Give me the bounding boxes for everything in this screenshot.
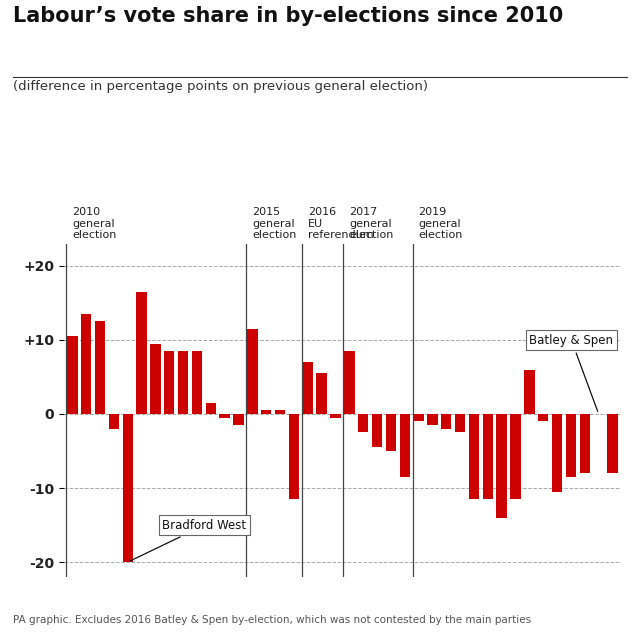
Bar: [344, 351, 355, 414]
Bar: [303, 362, 313, 414]
Bar: [441, 414, 451, 429]
Bar: [247, 329, 257, 414]
Text: PA graphic. Excludes 2016 Batley & Spen by-election, which was not contested by : PA graphic. Excludes 2016 Batley & Spen …: [13, 615, 531, 625]
Bar: [67, 336, 77, 414]
Text: Bradford West: Bradford West: [130, 519, 246, 561]
Bar: [386, 414, 396, 451]
Bar: [358, 414, 369, 433]
Bar: [399, 414, 410, 477]
Bar: [497, 414, 507, 518]
Bar: [428, 414, 438, 425]
Bar: [510, 414, 521, 499]
Bar: [483, 414, 493, 499]
Bar: [122, 414, 133, 562]
Bar: [372, 414, 382, 447]
Bar: [289, 414, 299, 499]
Bar: [261, 410, 271, 414]
Bar: [330, 414, 340, 418]
Bar: [275, 410, 285, 414]
Text: 2010
general
election: 2010 general election: [72, 207, 116, 240]
Bar: [566, 414, 576, 477]
Bar: [468, 414, 479, 499]
Bar: [413, 414, 424, 421]
Bar: [205, 403, 216, 414]
Bar: [178, 351, 188, 414]
Bar: [220, 414, 230, 418]
Bar: [455, 414, 465, 433]
Text: 2019
general
election: 2019 general election: [419, 207, 463, 240]
Bar: [607, 414, 618, 473]
Text: Batley & Spen: Batley & Spen: [529, 333, 613, 412]
Bar: [81, 314, 92, 414]
Text: 2015
general
election: 2015 general election: [252, 207, 297, 240]
Bar: [164, 351, 175, 414]
Bar: [580, 414, 590, 473]
Bar: [524, 369, 534, 414]
Bar: [109, 414, 119, 429]
Bar: [552, 414, 563, 492]
Text: Labour’s vote share in by-elections since 2010: Labour’s vote share in by-elections sinc…: [13, 6, 563, 26]
Bar: [150, 344, 161, 414]
Text: (difference in percentage points on previous general election): (difference in percentage points on prev…: [13, 80, 428, 93]
Bar: [234, 414, 244, 425]
Bar: [136, 292, 147, 414]
Bar: [95, 321, 105, 414]
Bar: [538, 414, 548, 421]
Text: 2016
EU
referendum: 2016 EU referendum: [308, 207, 373, 240]
Text: 2017
general
election: 2017 general election: [349, 207, 394, 240]
Bar: [316, 373, 327, 414]
Bar: [192, 351, 202, 414]
